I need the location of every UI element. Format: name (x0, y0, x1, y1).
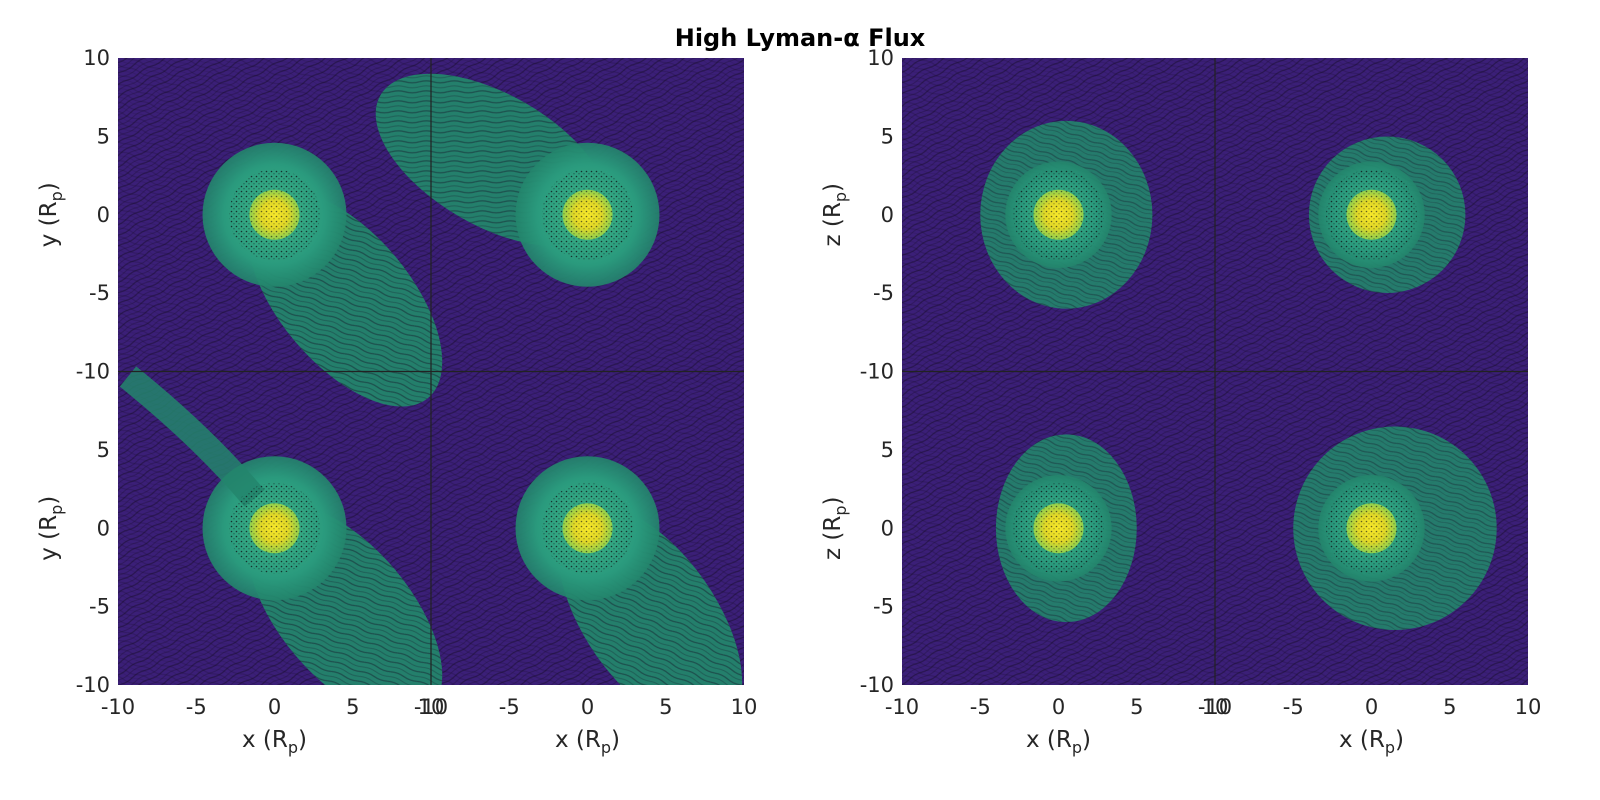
xtick-label: 0 (1365, 695, 1378, 719)
xtick-label: 5 (1130, 695, 1143, 719)
xtick-label: -5 (186, 695, 207, 719)
planet-core-speckle (1346, 189, 1397, 240)
ytick-label: 0 (881, 516, 894, 540)
planet-core-speckle (1346, 503, 1397, 554)
xtick-label: -10 (414, 695, 448, 719)
planet-core-speckle (1033, 503, 1084, 554)
y-axis-label: y (Rp) (36, 496, 66, 561)
subplot-xz-bottom-right (1293, 426, 1497, 630)
ytick-label: -5 (89, 595, 110, 619)
subplot-xz-bottom-left (995, 434, 1137, 623)
xtick-label: -10 (101, 695, 135, 719)
ytick-label: -5 (873, 281, 894, 305)
ytick-label: 0 (97, 516, 110, 540)
planet-core-speckle (1033, 189, 1084, 240)
planet-core-speckle (562, 189, 613, 240)
y-axis-label: z (Rp) (820, 183, 850, 246)
ytick-label: 10 (83, 46, 110, 70)
planet-core-speckle (249, 189, 300, 240)
ytick-label: -10 (76, 360, 110, 384)
ytick-label: -5 (873, 595, 894, 619)
xtick-label: 5 (659, 695, 672, 719)
ytick-label: 5 (97, 438, 110, 462)
xtick-label: 5 (1443, 695, 1456, 719)
panel-xy (118, 58, 744, 685)
xtick-label: -10 (885, 695, 919, 719)
subplot-xy-top-left (202, 142, 443, 407)
ytick-label: -10 (76, 673, 110, 697)
ytick-label: 5 (881, 438, 894, 462)
ytick-label: 5 (97, 124, 110, 148)
upstream-stream (119, 366, 265, 507)
ytick-label: 10 (867, 46, 894, 70)
xtick-label: -5 (499, 695, 520, 719)
xtick-label: 10 (1202, 695, 1229, 719)
y-axis-label: y (Rp) (36, 182, 66, 247)
ytick-label: -10 (860, 360, 894, 384)
subplot-xy-top-right (375, 73, 660, 287)
subplot-xz-top-right (1308, 136, 1466, 293)
xtick-label: 0 (1052, 695, 1065, 719)
x-axis-label: x (Rp) (1339, 727, 1404, 757)
ytick-label: -5 (89, 281, 110, 305)
xtick-label: 0 (268, 695, 281, 719)
xtick-label: -5 (970, 695, 991, 719)
xtick-label: 10 (418, 695, 445, 719)
ytick-label: 5 (881, 124, 894, 148)
xtick-label: -5 (1283, 695, 1304, 719)
x-axis-label: x (Rp) (1026, 727, 1091, 757)
xtick-label: 10 (1515, 695, 1542, 719)
ytick-label: -10 (860, 673, 894, 697)
subplot-xy-bottom-left (119, 366, 443, 685)
ytick-label: 0 (881, 203, 894, 227)
ytick-label: 0 (97, 203, 110, 227)
y-axis-label: z (Rp) (820, 497, 850, 560)
subplot-xz-top-left (980, 120, 1153, 309)
subplot-xy-bottom-right (515, 456, 743, 685)
panel-xz (902, 58, 1528, 685)
xtick-label: 0 (581, 695, 594, 719)
planet-core-speckle (249, 503, 300, 554)
xtick-label: 5 (346, 695, 359, 719)
x-axis-label: x (Rp) (242, 727, 307, 757)
planet-core-speckle (562, 503, 613, 554)
x-axis-label: x (Rp) (555, 727, 620, 757)
figure-title: High Lyman-α Flux (674, 24, 926, 52)
xtick-label: -10 (1198, 695, 1232, 719)
xtick-label: 10 (731, 695, 758, 719)
